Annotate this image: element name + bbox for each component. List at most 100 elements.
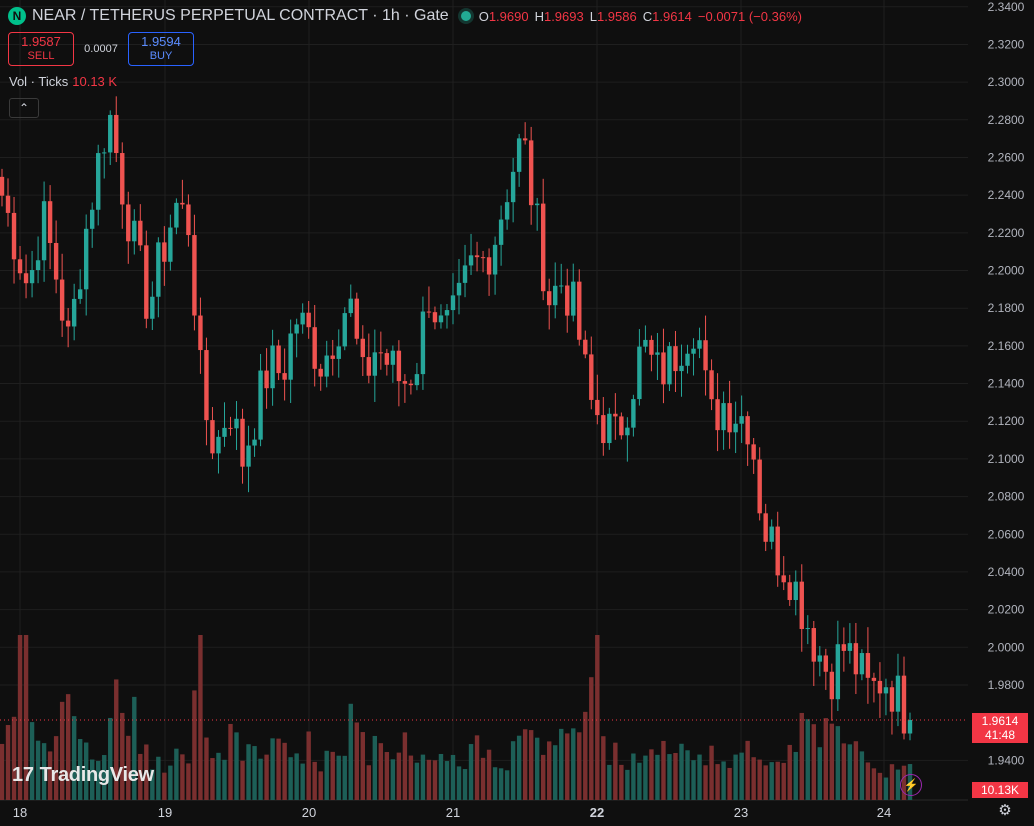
tradingview-logo[interactable]: 17 TradingView: [12, 764, 154, 787]
time-axis[interactable]: 18 19 20 21 22 23 24: [13, 805, 891, 820]
candle-body: [901, 675, 907, 734]
volume-bar: [661, 740, 666, 800]
candle-body: [480, 257, 486, 259]
candle-body: [504, 202, 510, 220]
candle-body: [59, 279, 65, 321]
candle-body: [619, 416, 624, 436]
lightning-icon[interactable]: ⚡: [900, 774, 922, 796]
candle-body: [234, 418, 239, 429]
candle-body: [414, 374, 420, 386]
volume-bar: [504, 770, 510, 800]
volume-bar: [5, 725, 11, 800]
candle-body: [150, 296, 155, 319]
volume-legend[interactable]: Vol · Ticks 10.13 K: [9, 74, 117, 89]
candle-body: [300, 312, 305, 325]
volume-bar: [246, 744, 251, 800]
volume-bar: [53, 736, 59, 800]
candle-body: [65, 320, 71, 327]
candle-body: [835, 644, 841, 700]
candle-body: [360, 338, 365, 358]
volume-bar: [234, 732, 239, 800]
near-symbol-icon[interactable]: N: [8, 7, 26, 25]
candle-body: [601, 415, 606, 444]
buy-button[interactable]: 1.9594 BUY: [128, 32, 194, 66]
symbol-title[interactable]: NEAR / TETHERUS PERPETUAL CONTRACT · 1h …: [32, 7, 449, 24]
candle-body: [168, 227, 173, 262]
volume-bar: [486, 749, 492, 800]
candle-body: [276, 345, 281, 374]
volume-bar: [210, 758, 215, 800]
volume-bar: [132, 696, 137, 800]
candle-body: [841, 644, 847, 651]
volume-bar: [204, 737, 209, 800]
volume-bar: [510, 741, 516, 800]
candle-body: [703, 340, 708, 371]
volume-bar: [589, 677, 594, 800]
candle-body: [318, 368, 323, 377]
volume-bar: [35, 740, 41, 800]
x-tick-label: 20: [302, 805, 316, 820]
low-label: L: [589, 8, 597, 24]
candle-body: [877, 680, 883, 694]
candle-body: [793, 581, 798, 601]
high-value: 1.9693: [543, 8, 584, 24]
volume-bar: [565, 733, 570, 800]
candle-body: [763, 513, 768, 542]
volume-bar: [114, 679, 119, 800]
sell-label: SELL: [27, 50, 55, 62]
spread-value: 0.0007: [84, 43, 118, 55]
volume-bar: [787, 744, 792, 800]
volume-bar: [162, 772, 167, 800]
candle-body: [294, 324, 299, 334]
candle-body: [126, 204, 131, 242]
candle-body: [721, 403, 726, 431]
gear-icon[interactable]: ⚙: [998, 802, 1012, 819]
candle-body: [823, 655, 829, 672]
chevron-up-icon[interactable]: ⌃: [9, 98, 39, 118]
candle-body: [667, 346, 672, 385]
candle-body: [198, 315, 203, 351]
volume-bar: [763, 765, 768, 800]
candle-body: [757, 459, 762, 514]
candle-body: [547, 291, 552, 306]
volume-bar: [733, 754, 738, 800]
price-axis[interactable]: 2.3400 2.3200 2.3000 2.2800 2.2600 2.2400 2.22…: [988, 0, 1025, 767]
volume-bar: [637, 762, 642, 800]
sell-button[interactable]: 1.9587 SELL: [8, 32, 74, 66]
candle-body: [745, 416, 750, 445]
candlesticks: [0, 96, 913, 741]
candle-body: [108, 114, 113, 153]
volume-bar: [516, 735, 522, 800]
y-tick-label: 2.2200: [988, 226, 1025, 240]
volume-bar: [168, 765, 173, 800]
volume-bar: [432, 760, 438, 800]
candle-body: [366, 357, 372, 376]
volume-bar: [625, 769, 630, 800]
candle-body: [216, 436, 221, 454]
candle-body: [865, 653, 871, 678]
volume-bar: [408, 755, 414, 800]
volume-bar: [703, 765, 708, 800]
candle-body: [156, 242, 161, 297]
candle-body: [565, 285, 570, 316]
candle-body: [330, 355, 335, 359]
candle-body: [41, 201, 47, 261]
candle-body: [649, 339, 654, 355]
candle-body: [342, 313, 347, 347]
close-label: C: [642, 8, 653, 24]
volume-bar: [534, 737, 540, 800]
candle-body: [228, 427, 233, 429]
volume-bar: [871, 768, 877, 800]
volume-bar: [811, 724, 816, 800]
buy-label: BUY: [149, 50, 173, 62]
candle-body: [907, 720, 913, 734]
candle-body: [534, 203, 540, 206]
volume-bar: [366, 765, 372, 800]
high-label: H: [534, 8, 544, 24]
candle-body: [577, 281, 582, 340]
volume-bar: [775, 761, 780, 800]
volume-bar: [108, 717, 113, 800]
volume-bar: [883, 777, 889, 800]
tradingview-logo-mark: 17: [12, 764, 34, 786]
